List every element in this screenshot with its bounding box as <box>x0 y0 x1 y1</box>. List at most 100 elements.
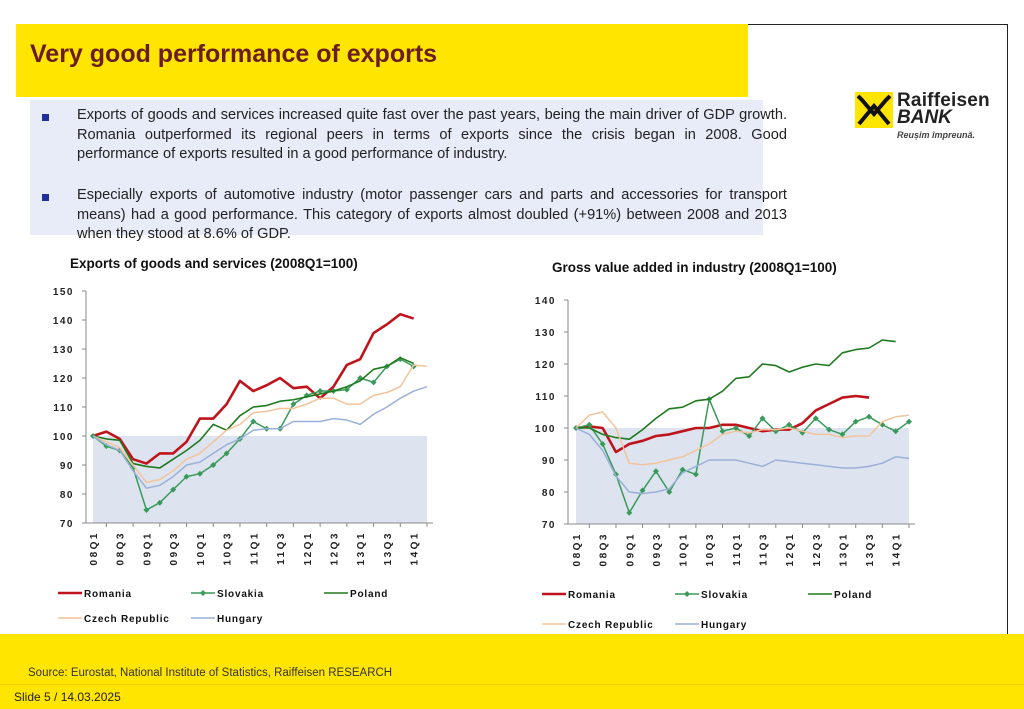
data-point-slovakia <box>839 431 846 438</box>
y-tick-label: 110 <box>535 392 556 403</box>
data-point-slovakia <box>799 429 806 436</box>
data-point-slovakia <box>759 415 766 422</box>
legend-marker-slovakia <box>684 591 690 597</box>
y-tick-label: 100 <box>535 424 556 435</box>
footer-divider <box>0 684 1024 685</box>
legend-label-hungary: Hungary <box>217 614 263 625</box>
x-tick-label: 12Q1 <box>303 531 314 565</box>
y-tick-label: 90 <box>60 461 74 472</box>
data-point-slovakia <box>586 421 593 428</box>
x-tick-label: 08Q1 <box>572 532 583 566</box>
slide-number: Slide 5 / 14.03.2025 <box>14 690 121 704</box>
logo-wordmark-1: Raiffeisen <box>897 90 990 111</box>
data-point-slovakia <box>156 499 163 506</box>
series-line-poland <box>576 339 896 440</box>
legend-label-romania: Romania <box>84 589 132 600</box>
data-point-slovakia <box>370 379 377 386</box>
y-tick-label: 90 <box>542 456 556 467</box>
x-tick-label: 11Q3 <box>758 532 769 566</box>
data-point-slovakia <box>143 506 150 513</box>
legend-label-slovakia: Slovakia <box>701 590 748 601</box>
data-point-slovakia <box>317 388 324 395</box>
logo-tagline: Reușim împreună. <box>897 130 976 140</box>
legend-label-romania: Romania <box>568 590 616 601</box>
data-point-slovakia <box>210 462 217 468</box>
x-tick-label: 10Q1 <box>196 531 207 565</box>
x-tick-label: 13Q3 <box>865 532 876 566</box>
logo-wordmark-2: BANK <box>897 107 952 128</box>
x-tick-label: 11Q1 <box>732 532 743 566</box>
x-tick-label: 09Q1 <box>625 532 636 566</box>
x-tick-label: 08Q3 <box>599 532 610 566</box>
legend-label-hungary: Hungary <box>701 620 747 631</box>
frame-divider-right <box>1007 24 1008 634</box>
data-point-slovakia <box>639 487 646 494</box>
page-title: Very good performance of exports <box>30 40 438 68</box>
data-point-slovakia <box>183 473 190 480</box>
bullet-marker-icon <box>42 194 49 201</box>
gable-cross-icon <box>855 92 893 128</box>
y-tick-label: 70 <box>60 519 74 530</box>
y-tick-label: 70 <box>542 520 556 531</box>
x-tick-label: 14Q1 <box>892 532 903 566</box>
series-line-czech-republic <box>92 364 428 484</box>
x-tick-label: 11Q3 <box>276 531 287 565</box>
x-tick-label: 09Q1 <box>142 531 153 565</box>
data-point-slovakia <box>892 428 899 435</box>
industry-chart: 140 130 120 110 100 90 80 70 08Q1 08Q3 09Q1 09Q3 10Q… <box>535 296 915 631</box>
legend-label-poland: Poland <box>834 590 872 601</box>
x-tick-label: 13Q1 <box>356 531 367 565</box>
x-tick-label: 10Q1 <box>679 532 690 566</box>
data-point-slovakia <box>906 418 912 425</box>
data-point-slovakia <box>290 401 297 408</box>
data-point-slovakia <box>666 489 673 495</box>
bullet-text-2: Especially exports of automotive industr… <box>77 187 787 242</box>
series-line-romania <box>92 312 415 465</box>
y-tick-label: 120 <box>535 360 556 371</box>
exports-chart: 150 140 130 120 110 100 90 80 70 08Q1 08Q3 09Q1 09Q3… <box>53 287 433 625</box>
data-point-slovakia <box>223 450 230 457</box>
series-line-romania <box>575 394 870 454</box>
y-tick-label: 110 <box>53 403 74 414</box>
data-point-slovakia <box>866 413 873 420</box>
legend-label-czech-republic: Czech Republic <box>84 614 170 625</box>
data-point-slovakia <box>719 428 726 435</box>
y-tick-label: 120 <box>53 374 74 385</box>
source-note: Source: Eurostat, National Institute of … <box>28 667 393 679</box>
x-tick-label: 09Q3 <box>169 531 180 565</box>
x-tick-label: 12Q3 <box>812 532 823 566</box>
data-point-slovakia <box>250 418 257 425</box>
data-point-slovakia <box>692 471 699 478</box>
legend-label-poland: Poland <box>350 589 388 600</box>
base-shade-area <box>576 428 909 524</box>
data-point-slovakia <box>652 468 659 475</box>
chart-title-industry: Gross value added in industry (2008Q1=10… <box>552 260 837 275</box>
raiffeisen-logo: Raiffeisen BANK Reușim împreună. <box>855 88 1015 148</box>
footer-band <box>0 634 1024 709</box>
data-point-slovakia <box>599 441 606 447</box>
x-tick-label: 13Q1 <box>838 532 849 566</box>
data-point-slovakia <box>626 509 633 516</box>
x-tick-label: 13Q3 <box>383 531 394 565</box>
x-tick-label: 12Q1 <box>785 532 796 566</box>
y-tick-label: 80 <box>542 488 556 499</box>
data-point-slovakia <box>732 425 739 431</box>
x-tick-label: 12Q3 <box>329 531 340 565</box>
x-tick-label: 11Q1 <box>249 531 260 565</box>
x-tick-label: 14Q1 <box>410 531 421 565</box>
y-tick-label: 130 <box>53 345 74 356</box>
legend-marker-slovakia <box>200 590 206 596</box>
y-tick-label: 80 <box>60 490 74 501</box>
bullet-marker-icon <box>42 114 49 121</box>
y-tick-label: 100 <box>53 432 74 443</box>
x-tick-label: 08Q1 <box>89 531 100 565</box>
data-point-slovakia <box>170 486 177 493</box>
chart-title-exports: Exports of goods and services (2008Q1=10… <box>70 256 358 271</box>
data-point-slovakia <box>746 433 753 439</box>
legend-label-slovakia: Slovakia <box>217 589 264 600</box>
data-point-slovakia <box>786 421 793 428</box>
x-tick-label: 09Q3 <box>652 532 663 566</box>
series-line-hungary <box>92 385 428 489</box>
bullet-text-1: Exports of goods and services increased … <box>77 107 787 162</box>
data-point-slovakia <box>826 426 833 433</box>
